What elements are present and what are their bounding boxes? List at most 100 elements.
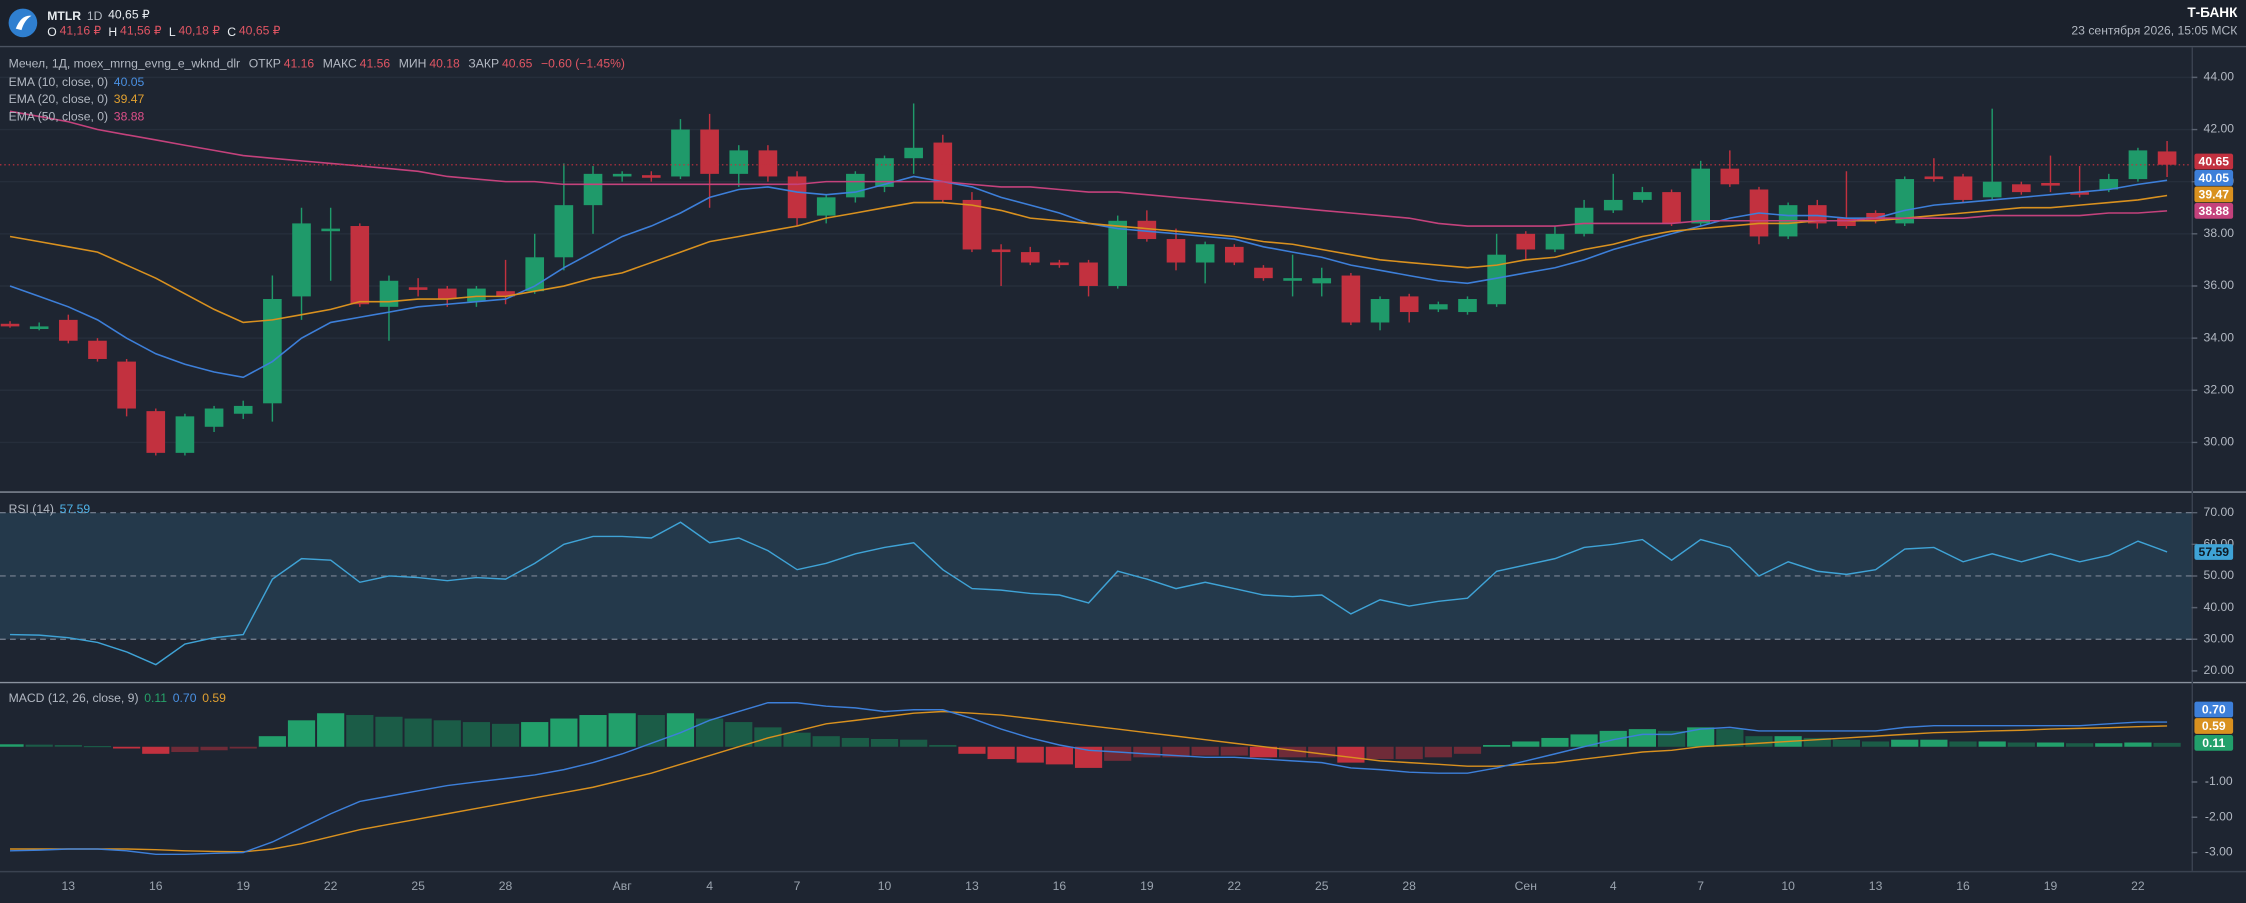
ema-name: EMA (20, close, 0) (8, 91, 109, 106)
candle-body (875, 158, 894, 187)
stat-key: МИН (398, 55, 427, 71)
macd-histogram-bar (1424, 746, 1452, 758)
candle-body (933, 142, 953, 200)
candle-body (671, 129, 690, 177)
value-badge (2194, 170, 2234, 186)
value-badge-label: 0.70 (2202, 702, 2226, 716)
macd-histogram-bar (200, 746, 228, 751)
x-tick-label: 22 (2131, 879, 2145, 893)
macd-histogram-bar (1453, 746, 1482, 754)
candle-body (1429, 304, 1448, 310)
price: 40,65 ₽ (108, 7, 150, 22)
candle-body (88, 340, 107, 359)
macd-histogram-bar (1366, 746, 1394, 760)
candle-body (2157, 151, 2177, 165)
candle-body (904, 147, 923, 159)
ohlc-value: 40,18 ₽ (178, 22, 221, 38)
stat-key: МАКС (322, 55, 357, 71)
macd-histogram-bar (1949, 741, 1977, 747)
ema-name: EMA (10, close, 0) (8, 74, 109, 89)
macd-histogram-bar (375, 716, 403, 747)
candle-body (1166, 239, 1186, 263)
macd-histogram-bar (1045, 746, 1074, 765)
rsi-legend: RSI (14) 57.59 (9, 501, 91, 515)
macd-histogram-bar (2095, 743, 2123, 747)
macd-histogram-bar (725, 722, 753, 747)
macd-histogram-bar (1716, 729, 1744, 747)
x-tick-label: 10 (878, 879, 892, 893)
macd-histogram-bar (1832, 739, 1861, 747)
candle-body (1399, 296, 1419, 313)
macd-histogram-bar (1599, 730, 1627, 747)
candle-body (1370, 299, 1390, 323)
ohlc-key: H (108, 23, 118, 38)
macd-histogram-bar (2153, 742, 2181, 747)
macd-histogram-bar (1278, 746, 1307, 758)
ohlc-key: C (227, 23, 237, 38)
macd-histogram-bar (0, 744, 24, 747)
value-badge-label: 38.88 (2199, 204, 2230, 218)
ema-row: EMA (10, close, 0) 40.05 (9, 73, 145, 90)
x-tick-label: 19 (1140, 879, 1154, 893)
brand: Т-БАНК (2187, 6, 2237, 22)
macd-histogram-bar (1162, 746, 1190, 758)
macd-histogram-bar (1308, 746, 1336, 758)
stat-key: ОТКР (248, 55, 281, 71)
candle-body (1108, 220, 1128, 286)
macd-histogram-bar (1133, 746, 1161, 758)
candle-body (1982, 181, 2002, 198)
y-tick-label: 70.00 (2204, 505, 2235, 519)
y-tick-label: 42.00 (2204, 122, 2235, 136)
signal-value: 0.59 (202, 690, 226, 705)
stat-value: 41.56 (359, 55, 391, 71)
y-tick-label: 40.00 (2204, 600, 2235, 614)
y-tick-label: 32.00 (2204, 382, 2235, 396)
x-tick-label: 4 (1610, 879, 1617, 893)
x-tick-label: Авг (613, 879, 633, 893)
candle-body (204, 408, 224, 427)
main-legend: Мечел, 1Д, moex_mrng_evng_e_wknd_dlr ОТК… (9, 56, 625, 70)
ticker-line: MTLR 1D 40,65 ₽ (47, 7, 149, 23)
macd-histogram-bar (1628, 729, 1656, 747)
y-tick-label: 36.00 (2204, 278, 2235, 292)
rsi-title: RSI (14) (8, 501, 54, 516)
stat-key: ЗАКР (468, 55, 500, 71)
macd-histogram-bar (1337, 746, 1365, 763)
x-tick-label: 13 (1869, 879, 1883, 893)
ohlc-line: O 41,16 ₽ H 41,56 ₽ L 40,18 ₽ C 40,65 ₽ (47, 23, 285, 39)
candle-body (2041, 182, 2060, 186)
x-tick-label: 22 (324, 879, 338, 893)
candle-body (0, 323, 20, 327)
macd-legend: MACD (12, 26, close, 9) 0.11 0.70 0.59 (9, 690, 226, 704)
ohlc-value: 41,16 ₽ (59, 22, 102, 38)
macd-histogram-bar (812, 736, 840, 747)
candle-body (1953, 176, 1973, 200)
macd-line (10, 702, 2168, 855)
candle-body (1924, 176, 1944, 180)
x-tick-label: 7 (794, 879, 801, 893)
candle-body (1458, 299, 1477, 313)
y-tick-label: -1.00 (2205, 774, 2233, 788)
stat-value: 40.18 (429, 55, 460, 71)
macd-histogram-bar (317, 713, 345, 747)
candle-body (29, 326, 49, 330)
candle-body (350, 226, 370, 305)
y-tick-label: -2.00 (2205, 809, 2233, 823)
macd-histogram-bar (229, 746, 257, 749)
x-tick-label: 4 (706, 879, 713, 893)
macd-histogram-bar (1249, 746, 1278, 758)
candle-body (117, 361, 136, 409)
header-bar (0, 0, 2246, 46)
macd-histogram-bar (1861, 741, 1890, 747)
candle-body (2070, 192, 2089, 195)
value-badge (2194, 203, 2234, 219)
x-tick-label: Сен (1515, 879, 1537, 893)
candle-body (1137, 220, 1157, 240)
macd-histogram-bar (1512, 741, 1540, 747)
macd-histogram-bar (1541, 737, 1569, 747)
datetime-text: 23 сентября 2026, 15:05 МСК (2071, 22, 2238, 38)
candle-body (1254, 267, 1273, 279)
macd-value: 0.70 (172, 690, 197, 705)
candle-body (1224, 246, 1244, 263)
